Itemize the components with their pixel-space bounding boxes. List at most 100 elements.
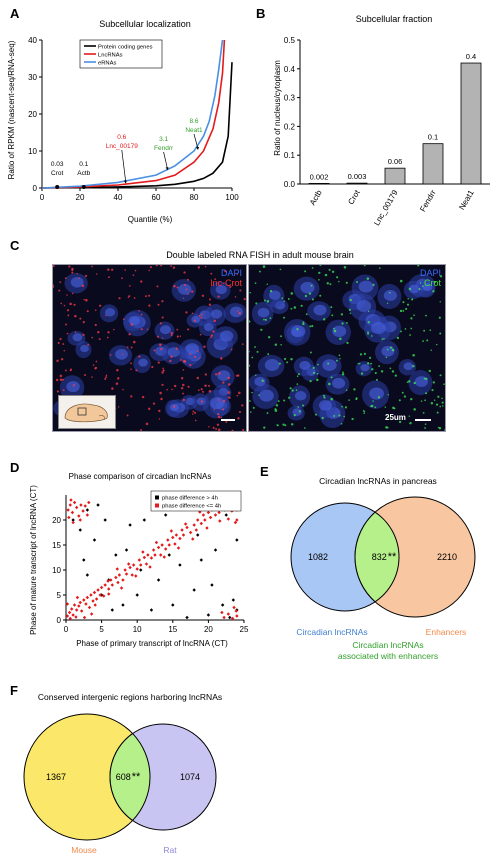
fish-dot [381, 338, 384, 341]
fish-dot [305, 313, 308, 316]
fish-dot [94, 323, 97, 327]
b-bar [422, 143, 444, 185]
fish-dot [212, 426, 215, 429]
d-point [114, 575, 118, 580]
fish-dot [231, 429, 234, 431]
fish-dot [175, 347, 178, 350]
fish-dot [423, 329, 426, 332]
fish-dot [384, 406, 387, 408]
fish-dot [213, 319, 217, 323]
fish-dot [311, 325, 314, 328]
fish-dot [249, 364, 251, 367]
d-point [163, 513, 168, 517]
fish-dot [152, 402, 156, 405]
left-dapi-label: DAPI [220, 268, 242, 278]
fish-dot [222, 399, 226, 403]
fish-dot [430, 402, 434, 405]
b-category-label: Lnc_00179 [372, 188, 400, 227]
a-annotation-name: Fendrr [154, 145, 174, 152]
fish-dot [135, 369, 138, 372]
d-point [220, 603, 225, 607]
fish-dot [409, 334, 411, 336]
b-data-label: 0.003 [348, 172, 367, 181]
fish-dot [200, 316, 203, 319]
fish-dot [197, 266, 201, 269]
fish-dot [196, 376, 200, 380]
d-point [226, 517, 231, 521]
fish-dot [425, 314, 427, 317]
d-y-tick-label: 10 [52, 566, 61, 575]
d-point [162, 555, 166, 559]
nucleus-core [369, 387, 384, 400]
fish-dot [341, 373, 345, 376]
fish-dot [162, 367, 165, 370]
fish-right-cells [249, 265, 445, 431]
fish-dot [113, 328, 115, 331]
nucleus-core [332, 325, 347, 338]
fish-dot [170, 332, 174, 335]
fish-dot [83, 298, 85, 301]
fish-dot [134, 269, 137, 272]
d-point [180, 528, 184, 532]
fish-dot [107, 331, 110, 334]
panel-f-venn: Conserved intergenic regions harboring l… [23, 692, 222, 855]
fish-dot [261, 379, 264, 382]
fish-dot [176, 328, 179, 331]
fish-dot [129, 285, 131, 287]
fish-dot [140, 328, 143, 331]
fish-dot [81, 284, 85, 288]
a-annotation-value: 0.6 [117, 134, 126, 141]
fish-dot [418, 288, 421, 291]
fish-dot [340, 313, 344, 316]
fish-dot [63, 304, 66, 307]
fish-dot [404, 328, 407, 330]
d-point [154, 540, 159, 545]
fish-dot [169, 359, 172, 363]
fish-dot [408, 380, 411, 383]
fish-dot [348, 399, 350, 401]
d-point [77, 604, 81, 608]
fish-dot [289, 387, 292, 390]
fish-dot [283, 357, 287, 361]
fish-dot [109, 354, 112, 356]
fish-dot [281, 297, 284, 300]
fish-dot [280, 343, 282, 346]
fish-dot [398, 420, 402, 424]
fish-dot [403, 395, 407, 398]
fish-dot [62, 378, 65, 381]
fish-dot [360, 372, 364, 375]
d-point [103, 583, 107, 587]
fish-dot [159, 322, 162, 325]
fish-dot [222, 408, 225, 411]
fish-dot [118, 297, 121, 300]
d-point [196, 533, 200, 537]
d-point [158, 553, 163, 557]
a-x-tick-label: 40 [114, 193, 123, 202]
fish-dot [121, 353, 124, 355]
fish-dot [227, 391, 231, 394]
fish-dot [126, 414, 129, 417]
fish-dot [312, 371, 316, 375]
fish-dot [327, 362, 330, 365]
fish-dot [220, 416, 223, 419]
fish-dot [291, 389, 294, 392]
fish-dot [386, 426, 389, 429]
fish-dot [433, 280, 436, 284]
fish-dot [249, 292, 251, 294]
fish-dot [201, 294, 205, 297]
d-point [69, 607, 74, 611]
fish-dot [387, 394, 389, 396]
fish-dot [87, 343, 90, 346]
fish-dot [217, 428, 221, 431]
panel-a-legend: Protein coding genes LncRNAs eRNAs [79, 39, 163, 69]
d-point [82, 615, 87, 620]
fish-dot [200, 388, 203, 391]
fish-dot [311, 298, 314, 301]
d-point [128, 565, 132, 570]
fish-dot [56, 359, 59, 363]
fish-dot [370, 362, 373, 365]
d-point [65, 614, 70, 618]
a-y-tick-label: 40 [28, 36, 37, 45]
d-point [85, 573, 90, 577]
fish-dot [145, 295, 148, 298]
